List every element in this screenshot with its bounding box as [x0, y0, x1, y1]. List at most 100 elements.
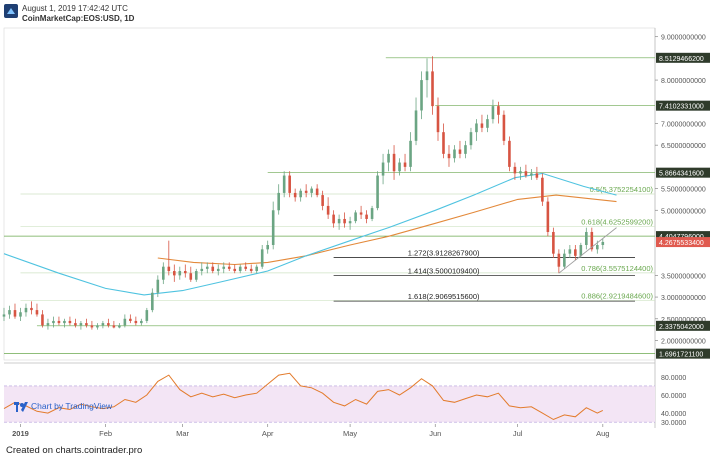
- candle: [332, 210, 335, 228]
- candle: [35, 303, 39, 317]
- price-tag-label: 4.2675533400: [659, 240, 704, 247]
- candle-body: [173, 271, 176, 276]
- price-tag-bg: [656, 231, 710, 242]
- x-tick-label: Jul: [513, 429, 523, 438]
- candle-body: [590, 231, 594, 250]
- candle-body: [310, 188, 313, 193]
- candle: [271, 201, 275, 250]
- candle: [2, 307, 6, 321]
- candle-body: [266, 244, 269, 250]
- candle-body: [299, 190, 302, 198]
- x-tick-label: Aug: [596, 429, 609, 438]
- candle-body: [568, 249, 572, 254]
- rsi-tick-label: 60.0000: [661, 393, 686, 400]
- y-tick-label: 3.5000000000: [661, 273, 706, 280]
- candle-body: [321, 195, 324, 206]
- candle: [574, 244, 577, 261]
- candle-body: [271, 210, 275, 245]
- candle: [255, 264, 259, 274]
- candle-body: [480, 123, 484, 128]
- candle: [491, 99, 495, 124]
- extension-level-label: 1.618(2.9069515600): [408, 292, 480, 301]
- candle-body: [112, 325, 116, 328]
- candle: [205, 262, 209, 274]
- candle-body: [354, 212, 357, 222]
- candle: [216, 264, 220, 276]
- candle-body: [491, 106, 495, 120]
- y-tick-label: 6.5000000000: [661, 143, 706, 150]
- candle: [277, 184, 280, 215]
- price-tag-bg: [656, 348, 710, 359]
- candle-body: [398, 162, 401, 172]
- candle-body: [530, 173, 533, 176]
- price-level-tag: 7.4102331000: [656, 100, 710, 111]
- candle-body: [30, 307, 33, 311]
- candle: [513, 162, 517, 180]
- candle: [315, 184, 319, 198]
- candle-body: [85, 323, 88, 326]
- price-tag-bg: [656, 320, 710, 331]
- candle-body: [118, 325, 121, 328]
- candle-body: [194, 271, 198, 280]
- candle-body: [365, 214, 368, 219]
- candle-body: [541, 177, 544, 202]
- candle-body: [8, 310, 11, 315]
- extension-level-label: 1.414(3.5000109400): [408, 266, 480, 275]
- candle-body: [447, 153, 451, 159]
- x-tick-label: Mar: [176, 429, 189, 438]
- candle: [480, 114, 484, 133]
- candle: [475, 119, 478, 141]
- price-tag-label: 2.3375042000: [659, 324, 704, 331]
- candle: [260, 244, 264, 269]
- candle: [79, 320, 83, 330]
- price-level-tag: 8.5129466200: [656, 52, 710, 63]
- candle-body: [579, 244, 583, 256]
- candle-body: [183, 271, 187, 274]
- tradingview-badge-label: Chart by TradingView: [31, 401, 113, 411]
- candle-body: [381, 162, 385, 176]
- x-tick-label: Feb: [99, 429, 112, 438]
- candle: [387, 149, 390, 172]
- candle: [118, 323, 121, 329]
- candle-body: [151, 292, 154, 311]
- x-tick-label: Apr: [262, 429, 274, 438]
- moving-average-short-line: [157, 194, 617, 266]
- candle-body: [101, 323, 105, 326]
- price-level-tag: 1.6961721100: [656, 348, 710, 359]
- price-tag-bg: [656, 167, 710, 178]
- candle: [409, 132, 412, 172]
- candle-body: [222, 266, 226, 269]
- candle: [52, 316, 55, 328]
- tradingview-badge[interactable]: Chart by TradingView: [14, 401, 112, 412]
- rsi-tick-label: 30.0000: [661, 420, 686, 427]
- candle-body: [403, 162, 407, 167]
- candle: [13, 303, 17, 319]
- candle: [173, 264, 176, 282]
- candle-body: [216, 268, 220, 272]
- support-trendline[interactable]: [558, 227, 617, 274]
- candle-body: [486, 119, 489, 128]
- candle-body: [304, 190, 308, 193]
- price-tag-label: 7.4102331000: [659, 104, 704, 111]
- chart-timestamp: August 1, 2019 17:42:42 UTC: [22, 4, 128, 13]
- candle-body: [546, 201, 550, 232]
- candle: [282, 171, 286, 198]
- candle: [557, 249, 561, 274]
- candle-body: [502, 114, 506, 141]
- candle-body: [63, 320, 66, 324]
- rsi-line: [3, 372, 604, 421]
- price-level-tag: 5.8664341600: [656, 167, 710, 178]
- candle-body: [249, 268, 253, 272]
- chart-symbol: CoinMarketCap:EOS:USD, 1D: [22, 14, 135, 23]
- candle-body: [167, 266, 171, 272]
- price-tag-label: 5.8664341600: [659, 171, 704, 178]
- candle-body: [596, 244, 599, 250]
- candle-body: [414, 110, 418, 141]
- candle: [343, 212, 346, 228]
- candle: [96, 323, 99, 330]
- candle: [381, 153, 385, 185]
- candle-body: [79, 323, 83, 326]
- candle-body: [420, 80, 423, 111]
- candle-body: [107, 323, 110, 326]
